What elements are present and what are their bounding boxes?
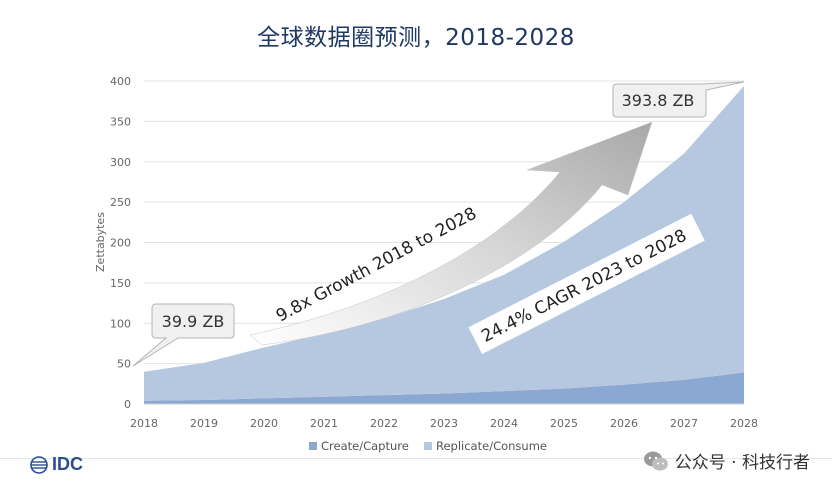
y-tick-label: 200 bbox=[110, 237, 131, 250]
start-callout: 39.9 ZB bbox=[132, 303, 235, 367]
y-tick-label: 350 bbox=[110, 115, 131, 128]
idc-logo: IDC bbox=[30, 454, 83, 475]
footer-divider bbox=[0, 458, 832, 459]
idc-logo-text: IDC bbox=[52, 454, 83, 474]
y-tick-label: 300 bbox=[110, 156, 131, 169]
y-tick-label: 250 bbox=[110, 196, 131, 209]
axes: 0 50 100 150 200 250 300 350 400 2018 2019 2020 2021… bbox=[110, 75, 758, 430]
y-tick-label: 150 bbox=[110, 277, 131, 290]
start-callout-text: 39.9 ZB bbox=[162, 312, 225, 331]
area-create-capture bbox=[144, 372, 744, 404]
watermark-text: 公众号 · 科技行者 bbox=[674, 453, 810, 473]
y-axis-label: Zettabytes bbox=[94, 212, 107, 272]
x-tick-label: 2019 bbox=[190, 417, 218, 430]
x-tick-label: 2023 bbox=[430, 417, 458, 430]
x-tick-label: 2025 bbox=[550, 417, 578, 430]
x-tick-label: 2018 bbox=[130, 417, 158, 430]
legend-swatch-replicate bbox=[424, 442, 432, 450]
x-tick-label: 2028 bbox=[730, 417, 758, 430]
x-tick-label: 2022 bbox=[370, 417, 398, 430]
legend-swatch-create bbox=[309, 442, 317, 450]
y-tick-label: 0 bbox=[124, 398, 131, 411]
watermark: 公众号 · 科技行者 bbox=[643, 448, 810, 473]
growth-arrow bbox=[249, 121, 653, 346]
x-tick-label: 2026 bbox=[610, 417, 638, 430]
y-tick-label: 50 bbox=[117, 358, 131, 371]
y-tick-label: 100 bbox=[110, 317, 131, 330]
chart-title: 全球数据圈预测，2018-2028 bbox=[257, 25, 575, 51]
y-tick-label: 400 bbox=[110, 75, 131, 88]
end-callout-text: 393.8 ZB bbox=[622, 91, 695, 110]
legend-item-create: Create/Capture bbox=[321, 439, 409, 453]
x-tick-label: 2021 bbox=[310, 417, 338, 430]
x-tick-label: 2020 bbox=[250, 417, 278, 430]
end-callout: 393.8 ZB bbox=[612, 81, 745, 118]
globe-icon bbox=[30, 455, 48, 474]
wechat-icon bbox=[643, 451, 668, 470]
x-tick-label: 2027 bbox=[670, 417, 698, 430]
area-series bbox=[144, 85, 744, 404]
x-tick-label: 2024 bbox=[490, 417, 518, 430]
area-replicate-consume bbox=[144, 85, 744, 401]
legend-item-replicate: Replicate/Consume bbox=[436, 439, 547, 453]
legend: Create/Capture Replicate/Consume bbox=[309, 439, 547, 453]
